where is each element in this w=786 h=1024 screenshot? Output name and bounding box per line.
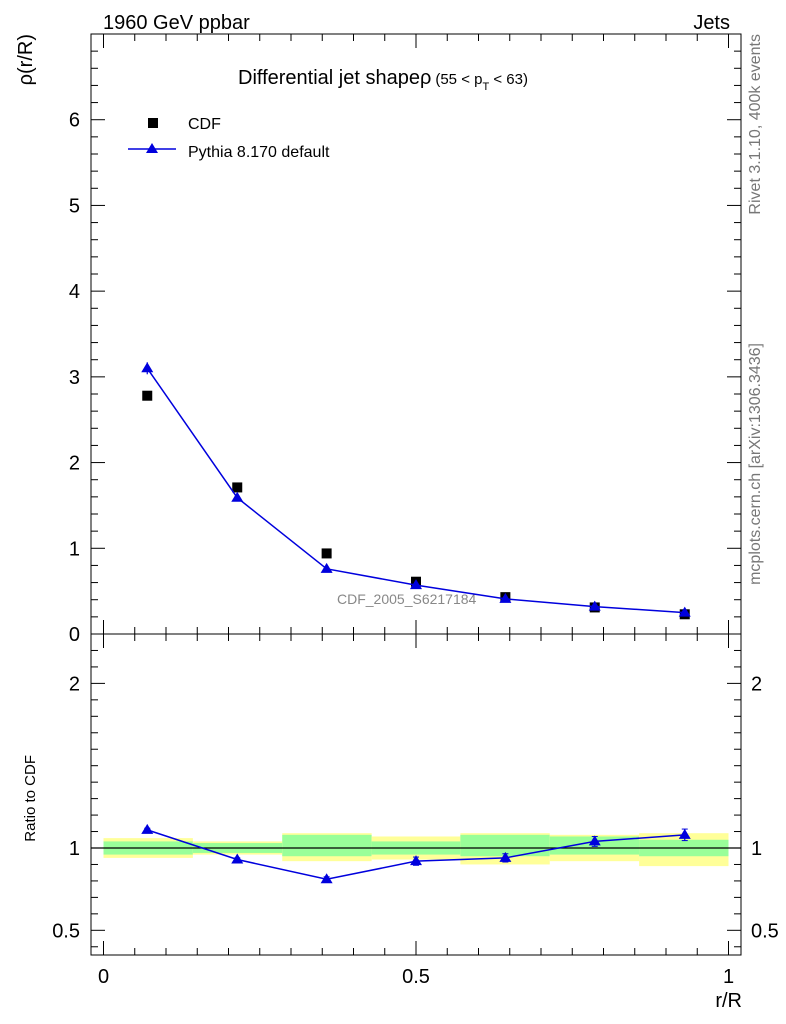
- pythia-point: [141, 362, 154, 373]
- watermark: CDF_2005_S6217184: [337, 591, 477, 607]
- y-tick-label-main: 5: [69, 195, 80, 217]
- y-axis-label-ratio: Ratio to CDF: [22, 755, 39, 842]
- pythia-line: [146, 367, 685, 614]
- pythia-point: [231, 491, 244, 502]
- plot-title-main: Differential jet shapeρ: [238, 67, 431, 89]
- plot-frames: [90, 33, 742, 956]
- ratio-point: [410, 855, 422, 866]
- side-label-mcplots: mcplots.cern.ch [arXiv:1306.3436]: [747, 343, 764, 585]
- tick-labels: 0 1 2 3 4 5 6 0.5 0.5 1 1 2 2 0 0.5 1: [52, 110, 779, 988]
- chart-marks: [141, 362, 691, 884]
- side-label-rivet: Rivet 3.1.10, 400k events: [747, 34, 764, 215]
- cdf-point: [142, 390, 153, 401]
- legend-cdf-label: CDF: [188, 116, 221, 133]
- x-axis-label: r/R: [715, 990, 742, 1012]
- legend: CDF Pythia 8.170 default: [128, 116, 330, 161]
- plot-title-range-suffix: < 63): [489, 71, 528, 88]
- pythia-point: [588, 600, 601, 611]
- y-tick-label-ratio-right: 0.5: [751, 920, 779, 942]
- plot-title: Differential jet shapeρ (55 < pT < 63): [238, 67, 528, 93]
- ratio-frame: [90, 633, 742, 956]
- y-axis-label-main: ρ(r/R): [15, 34, 37, 85]
- x-tick-label: 0: [98, 966, 109, 988]
- y-tick-label-ratio-right: 1: [751, 838, 762, 860]
- header-left: 1960 GeV ppbar: [103, 12, 250, 34]
- y-tick-label-main: 1: [69, 538, 80, 560]
- ratio-point: [588, 835, 601, 846]
- ratio-point: [320, 873, 333, 884]
- cdf-point: [232, 482, 243, 493]
- ratio-band-inner-2: [282, 834, 372, 857]
- ratio-point: [231, 853, 244, 864]
- y-tick-label-main: 2: [69, 453, 80, 475]
- legend-cdf-marker: [148, 118, 158, 128]
- x-tick-label: 0.5: [402, 966, 430, 988]
- y-tick-label-ratio-left: 0.5: [52, 920, 80, 942]
- y-tick-label-main: 0: [69, 624, 80, 646]
- y-tick-label-main: 3: [69, 367, 80, 389]
- cdf-point: [321, 548, 332, 559]
- y-tick-label-ratio-right: 2: [751, 673, 762, 695]
- pythia-point: [410, 579, 422, 590]
- ratio-point: [499, 851, 512, 862]
- ratio-band-inner-4: [460, 834, 550, 857]
- ratio-point: [678, 828, 691, 839]
- ratio-point: [141, 823, 154, 834]
- y-tick-label-main: 4: [69, 281, 80, 303]
- header-right: Jets: [693, 12, 730, 34]
- y-tick-label-main: 6: [69, 110, 80, 132]
- legend-mc-marker: [146, 143, 158, 153]
- y-tick-label-ratio-left: 1: [69, 838, 80, 860]
- axis-ticks: [91, 33, 741, 955]
- plot-title-range: (55 < p: [435, 71, 482, 88]
- plot-title-range-sub: T: [482, 81, 489, 93]
- pythia-point: [499, 592, 512, 603]
- x-tick-label: 1: [723, 966, 734, 988]
- pythia-point: [320, 562, 333, 573]
- legend-mc-label: Pythia 8.170 default: [188, 144, 330, 161]
- pythia-point: [678, 606, 691, 617]
- y-tick-label-ratio-left: 2: [69, 673, 80, 695]
